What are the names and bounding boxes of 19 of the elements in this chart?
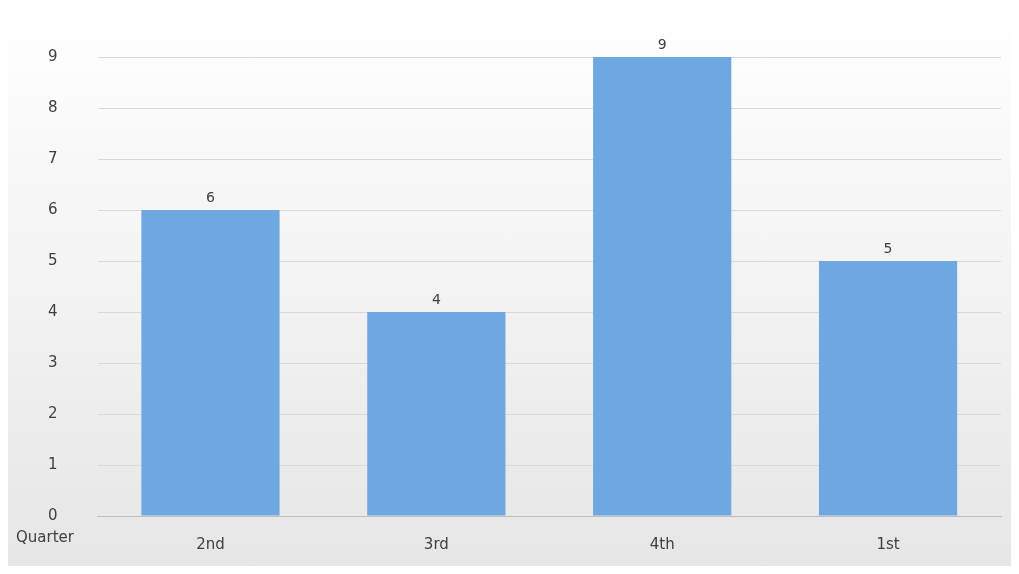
y-tick-label: 1: [48, 454, 58, 473]
y-tick-label: 9: [48, 46, 58, 65]
data-label: 6: [206, 189, 216, 205]
y-tick-label: 8: [48, 97, 58, 116]
x-tick-label: 2nd: [196, 534, 225, 553]
y-tick-label: 0: [48, 505, 58, 524]
data-label: 9: [657, 36, 667, 52]
data-label: 5: [883, 240, 893, 256]
x-axis-title: Quarter: [16, 527, 75, 546]
x-tick-label: 4th: [649, 534, 675, 553]
x-tick-label: 3rd: [423, 534, 449, 553]
y-tick-label: 3: [48, 352, 58, 371]
y-tick-label: 6: [48, 199, 58, 218]
x-tick-label: 1st: [876, 534, 900, 553]
data-label: 4: [431, 291, 441, 307]
y-tick-label: 5: [48, 250, 58, 269]
y-tick-label: 2: [48, 403, 58, 422]
y-tick-label: 4: [48, 301, 58, 320]
y-tick-label: 7: [48, 148, 58, 167]
